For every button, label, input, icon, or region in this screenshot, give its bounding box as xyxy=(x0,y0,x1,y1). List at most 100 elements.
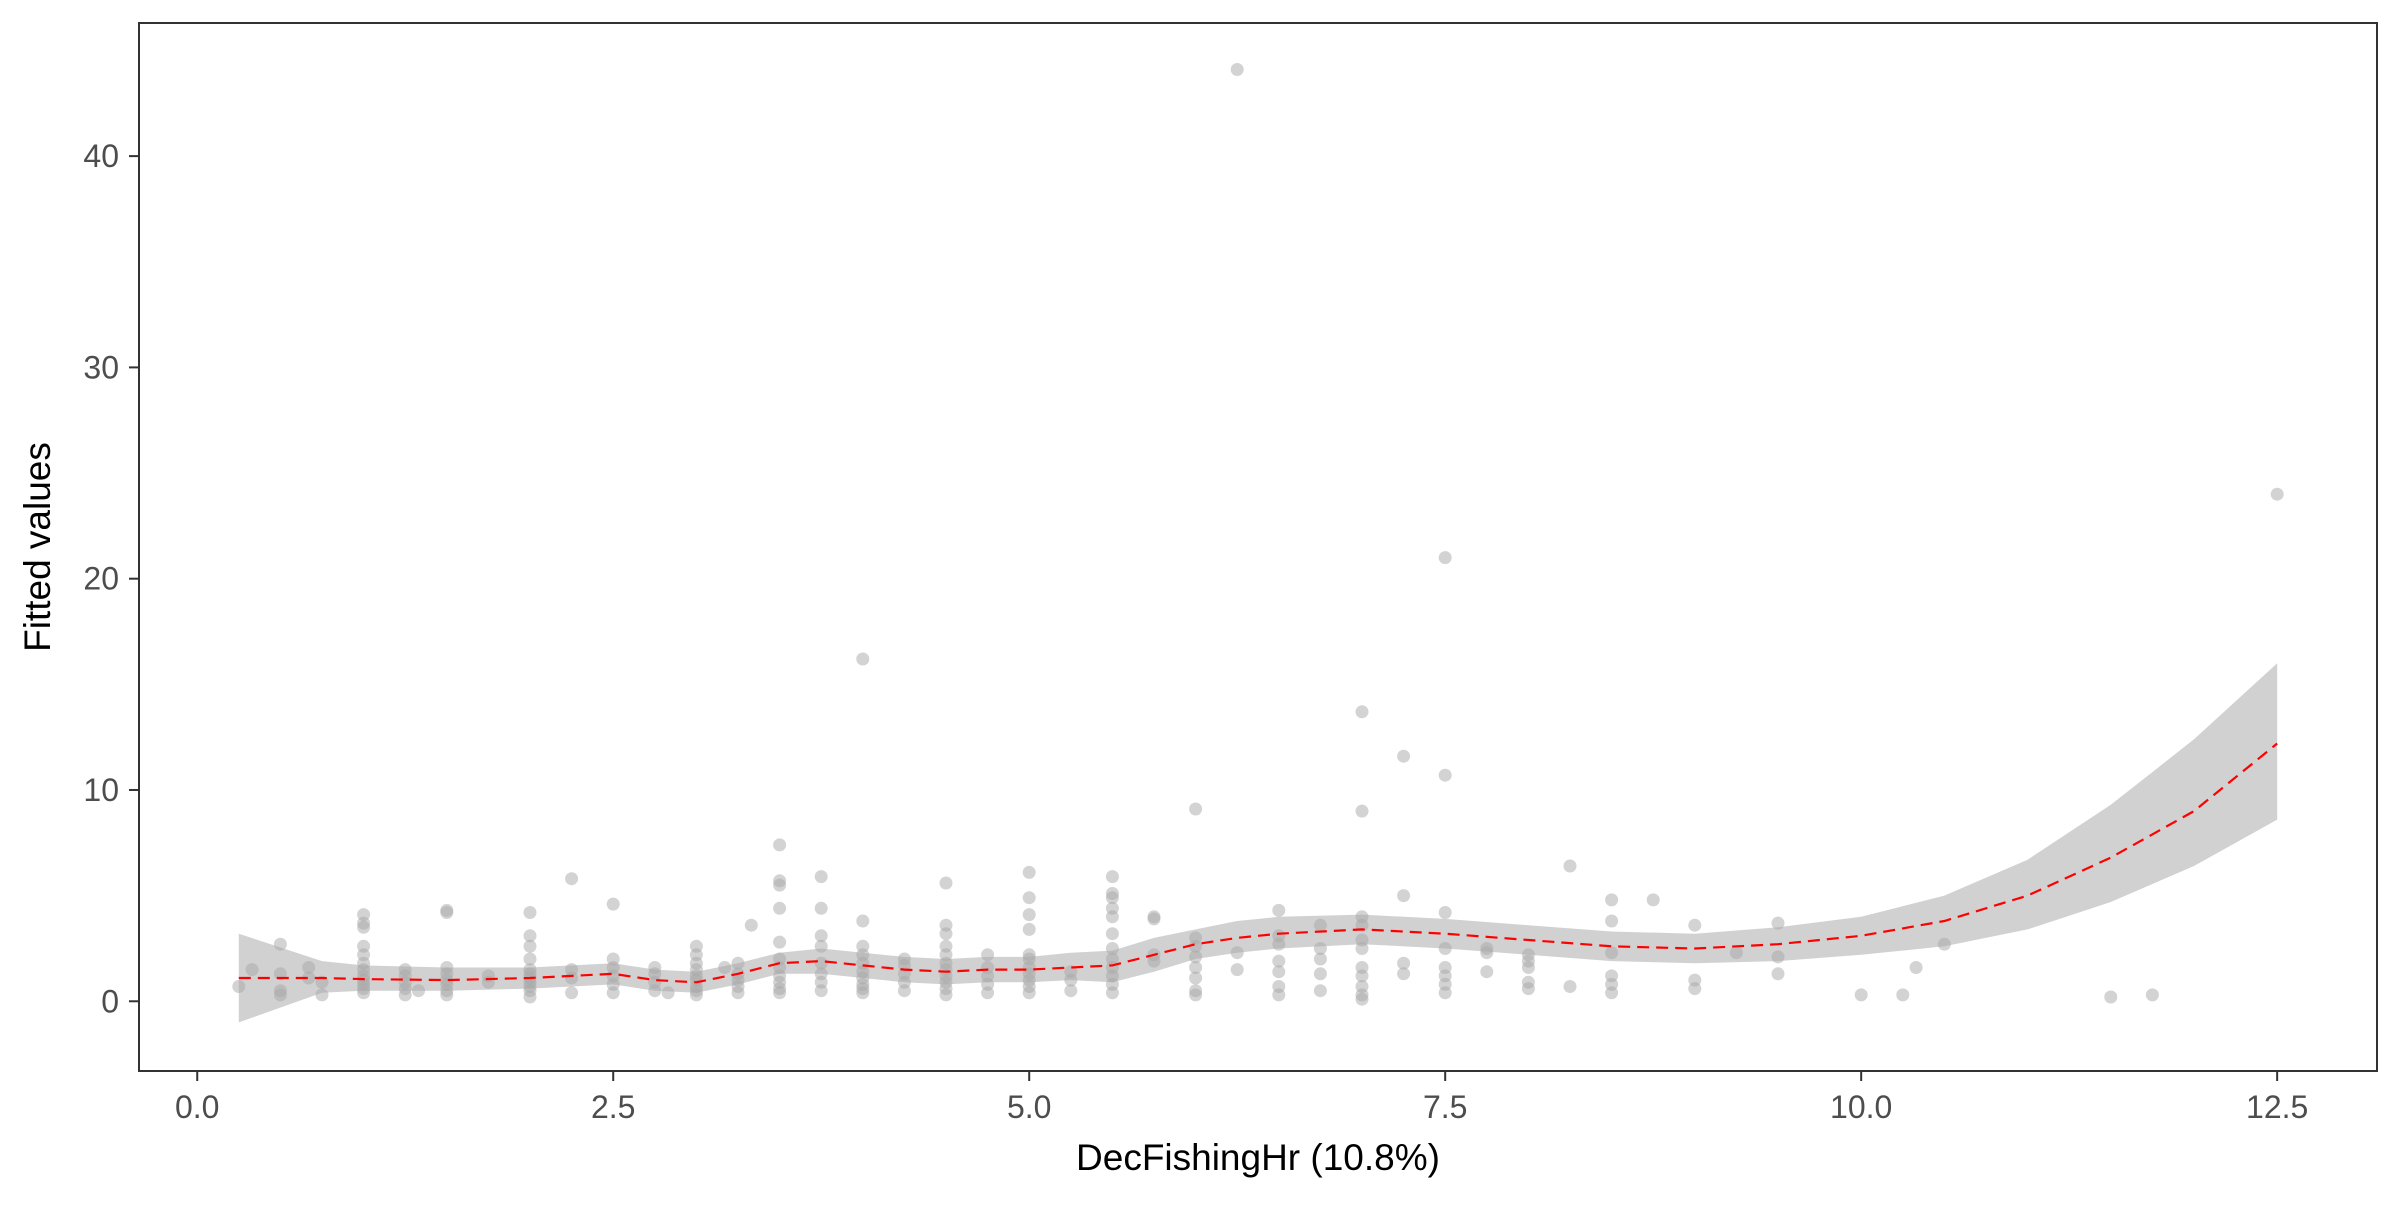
scatter-point xyxy=(1313,984,1327,998)
scatter-point xyxy=(1147,910,1161,924)
scatter-point xyxy=(731,956,745,970)
scatter-point xyxy=(1438,551,1452,565)
y-axis-title: Fitted values xyxy=(17,442,58,652)
scatter-point xyxy=(814,967,828,981)
x-tick-label: 0.0 xyxy=(175,1089,219,1125)
scatter-point xyxy=(648,961,662,974)
scatter-point xyxy=(1563,859,1577,873)
scatter-point xyxy=(1189,950,1203,964)
scatter-point xyxy=(1688,973,1702,987)
scatter-point xyxy=(1022,891,1036,905)
scatter-point xyxy=(1272,965,1286,979)
scatter-point xyxy=(1022,948,1036,962)
scatter-point xyxy=(440,961,454,974)
scatter-point xyxy=(440,903,454,917)
scatter-point xyxy=(1022,908,1036,922)
scatter-point xyxy=(814,956,828,970)
scatter-point xyxy=(939,876,953,890)
scatter-point xyxy=(1480,965,1494,979)
scatter-point xyxy=(981,961,995,974)
scatter-point xyxy=(1105,870,1119,884)
scatter-point xyxy=(2145,988,2159,1002)
plot-panel-border xyxy=(138,22,2378,1072)
scatter-point xyxy=(1189,961,1203,974)
scatter-point xyxy=(315,988,329,1002)
scatter-point xyxy=(1729,946,1743,960)
scatter-point xyxy=(523,939,537,953)
scatter-point xyxy=(773,874,787,888)
scatter-point xyxy=(302,971,316,985)
scatter-point xyxy=(1022,922,1036,936)
scatter-point xyxy=(1521,948,1535,962)
scatter-point xyxy=(1272,903,1286,917)
scatter-point xyxy=(1230,63,1244,76)
scatter-point xyxy=(689,939,703,953)
scatter-point xyxy=(523,906,537,919)
scatter-point xyxy=(1909,961,1923,974)
scatter-point xyxy=(1064,984,1078,998)
scatter-point xyxy=(1313,967,1327,981)
scatter-point xyxy=(245,963,259,977)
scatter-point xyxy=(232,980,246,993)
scatter-point xyxy=(1105,901,1119,915)
scatter-point xyxy=(814,929,828,943)
scatter-point xyxy=(1397,956,1411,970)
scatter-point xyxy=(565,963,579,977)
scatter-point xyxy=(1313,952,1327,966)
scatter-point xyxy=(1105,927,1119,941)
scatter-point xyxy=(606,897,620,911)
scatter-point xyxy=(1688,918,1702,932)
x-tick-label: 7.5 xyxy=(1423,1089,1467,1125)
scatter-point xyxy=(1937,937,1951,951)
confidence-band-layer xyxy=(238,663,2278,1023)
scatter-point xyxy=(1397,749,1411,763)
y-tick-label: 0 xyxy=(101,983,119,1019)
scatter-point xyxy=(773,838,787,852)
scatter-point xyxy=(1771,916,1785,930)
scatter-point xyxy=(1896,988,1910,1002)
scatter-point xyxy=(1189,931,1203,945)
scatter-point xyxy=(1355,980,1369,993)
y-tick-label: 20 xyxy=(83,561,119,597)
scatter-point xyxy=(1397,967,1411,981)
scatter-point xyxy=(1646,893,1660,907)
scatter-point xyxy=(1480,942,1494,955)
x-tick-label: 2.5 xyxy=(591,1089,635,1125)
scatter-point xyxy=(1521,975,1535,989)
scatter-point xyxy=(718,961,732,974)
scatter-point xyxy=(302,961,316,974)
scatter-point xyxy=(412,984,425,998)
x-tick-label: 12.5 xyxy=(2246,1089,2308,1125)
scatter-points-layer xyxy=(232,63,2284,1006)
scatter-point xyxy=(1313,918,1327,932)
scatter-point xyxy=(773,901,787,915)
scatter-point xyxy=(273,984,287,998)
scatter-point xyxy=(606,952,620,966)
scatter-point xyxy=(1355,933,1369,947)
scatter-point xyxy=(1022,865,1036,879)
scatter-point xyxy=(565,986,579,1000)
scatter-point xyxy=(1355,961,1369,974)
scatter-point xyxy=(357,908,371,922)
scatter-point xyxy=(1397,889,1411,903)
scatter-point xyxy=(773,935,787,949)
scatter-point xyxy=(273,937,287,951)
scatter-point xyxy=(565,872,579,886)
scatter-point xyxy=(523,963,537,977)
scatter-point xyxy=(1854,988,1868,1002)
scatter-point xyxy=(939,918,953,932)
x-axis-title: DecFishingHr (10.8%) xyxy=(1076,1137,1440,1178)
scatter-point xyxy=(1438,906,1452,919)
scatter-point xyxy=(1272,929,1286,943)
x-tick-label: 5.0 xyxy=(1007,1089,1051,1125)
scatter-point xyxy=(1313,942,1327,955)
confidence-band xyxy=(238,663,2278,1023)
scatter-point xyxy=(1064,965,1078,979)
scatter-point xyxy=(1605,946,1619,960)
scatter-point xyxy=(481,969,495,983)
scatter-point xyxy=(1438,942,1452,955)
scatter-point xyxy=(856,939,870,953)
scatter-point xyxy=(1105,952,1119,966)
